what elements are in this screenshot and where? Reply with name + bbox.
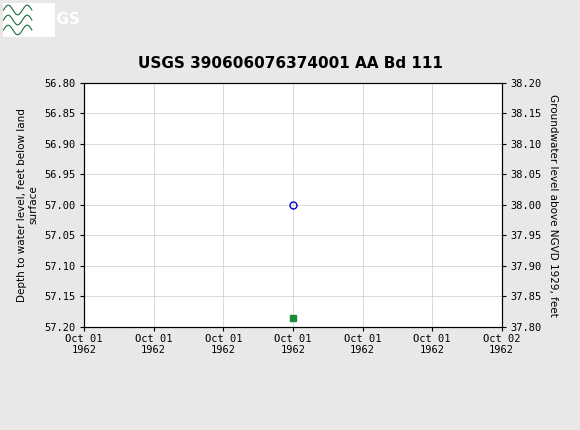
Bar: [3, 3, 55, 37]
Y-axis label: Depth to water level, feet below land
surface: Depth to water level, feet below land su…: [17, 108, 38, 302]
Text: USGS: USGS: [34, 12, 81, 28]
Legend: Period of approved data: Period of approved data: [198, 425, 388, 430]
Text: USGS 390606076374001 AA Bd 111: USGS 390606076374001 AA Bd 111: [137, 56, 443, 71]
Y-axis label: Groundwater level above NGVD 1929, feet: Groundwater level above NGVD 1929, feet: [548, 93, 557, 316]
